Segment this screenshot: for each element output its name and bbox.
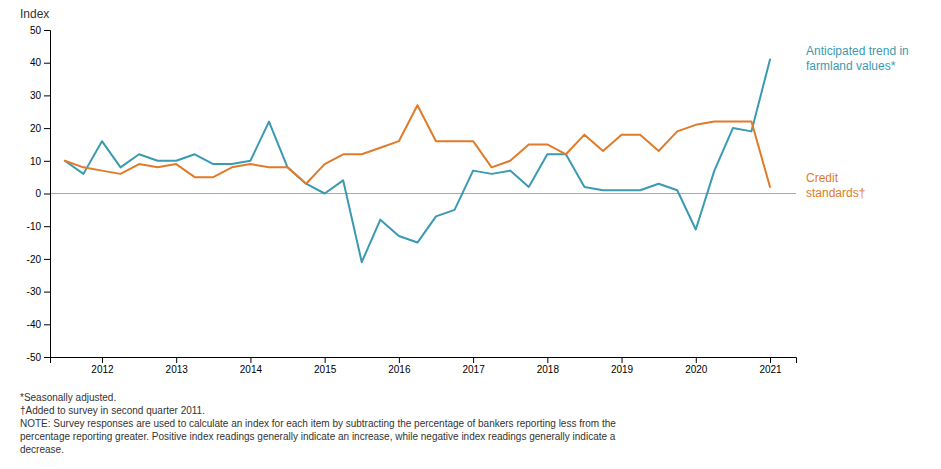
series-line [65, 105, 770, 187]
y-tick-label: 40 [30, 57, 42, 68]
footnote-line: †Added to survey in second quarter 2011. [20, 405, 205, 416]
footnote: †Added to survey in second quarter 2011. [20, 405, 205, 416]
series-label-line: Anticipated trend in [806, 44, 909, 58]
series-label-line: standards† [806, 187, 865, 201]
series-label: Anticipated trend infarmland values* [806, 44, 909, 73]
x-tick-label: 2012 [91, 364, 114, 375]
y-tick-mark [44, 357, 50, 358]
notes: *Seasonally adjusted. †Added to survey in… [20, 392, 616, 455]
y-tick: 50 [30, 25, 50, 36]
y-tick: -10 [27, 221, 50, 232]
footnote: NOTE: Survey responses are used to calcu… [20, 418, 616, 455]
y-tick-label: -20 [27, 254, 42, 265]
x-tick: 2020 [685, 357, 708, 375]
x-tick-mark [176, 357, 177, 363]
plot-area: 2012 2013 2014 2015 2016 2017 2018 2019 2020 2021… [27, 25, 797, 375]
y-tick-label: 30 [30, 90, 42, 101]
x-tick-mark [250, 357, 251, 363]
x-tick-mark [622, 357, 623, 363]
x-tick: 2021 [759, 357, 782, 375]
y-tick: 30 [30, 90, 50, 101]
footnote-line: NOTE: Survey responses are used to calcu… [20, 418, 616, 429]
y-tick-label: -10 [27, 221, 42, 232]
footnote-line: decrease. [20, 444, 64, 455]
x-tick-mark [325, 357, 326, 363]
y-tick-mark [44, 95, 50, 96]
x-tick-mark [696, 357, 697, 363]
y-axis-label: Index [20, 7, 49, 21]
y-tick-label: 10 [30, 156, 42, 167]
footnote-line: *Seasonally adjusted. [20, 392, 116, 403]
zero-line [50, 193, 796, 194]
y-tick-mark [44, 259, 50, 260]
x-axis-line [51, 358, 797, 364]
y-tick-mark [44, 226, 50, 227]
y-axis-line [44, 31, 51, 358]
x-tick: 2018 [537, 357, 560, 375]
x-tick: 2012 [91, 357, 114, 375]
x-tick: 2014 [240, 357, 263, 375]
chart: 2012 2013 2014 2015 2016 2017 2018 2019 2020 2021… [0, 0, 941, 469]
y-tick: 0 [35, 188, 50, 199]
y-tick-mark [44, 63, 50, 64]
y-tick: 40 [30, 57, 50, 68]
y-tick-mark [44, 30, 50, 31]
y-tick-label: 20 [30, 123, 42, 134]
x-tick-label: 2018 [537, 364, 560, 375]
x-tick-label: 2015 [314, 364, 337, 375]
x-tick: 2017 [462, 357, 485, 375]
x-tick-label: 2016 [388, 364, 411, 375]
footnote-line: percentage reporting greater. Positive i… [20, 431, 616, 442]
y-tick-mark [44, 128, 50, 129]
series-line [65, 59, 770, 262]
x-tick-label: 2017 [462, 364, 485, 375]
y-tick-mark [44, 161, 50, 162]
series-labels: Anticipated trend infarmland values* Cred… [806, 44, 909, 201]
x-tick-label: 2020 [685, 364, 708, 375]
footnote: *Seasonally adjusted. [20, 392, 116, 403]
y-tick-label: -50 [27, 352, 42, 363]
lines [65, 59, 770, 262]
y-tick-mark [44, 194, 50, 195]
y-tick: -30 [27, 286, 50, 297]
y-tick: -20 [27, 254, 50, 265]
x-tick: 2016 [388, 357, 411, 375]
x-tick: 2015 [314, 357, 337, 375]
x-tick-label: 2021 [759, 364, 782, 375]
y-tick-mark [44, 324, 50, 325]
series-label-line: farmland values* [806, 59, 896, 73]
x-tick-mark [399, 357, 400, 363]
series-label: Creditstandards† [806, 172, 865, 201]
y-axis: -50 -40 -30 -20 -10 0 10 20 30 40 50 [27, 25, 51, 363]
y-tick-label: 50 [30, 25, 42, 36]
x-tick-label: 2019 [611, 364, 634, 375]
x-tick: 2019 [611, 357, 634, 375]
x-tick-mark [102, 357, 103, 363]
y-tick-mark [44, 292, 50, 293]
x-tick-mark [473, 357, 474, 363]
x-axis: 2012 2013 2014 2015 2016 2017 2018 2019 2020 2021 [51, 357, 797, 375]
x-tick-label: 2013 [166, 364, 189, 375]
y-tick-label: -30 [27, 286, 42, 297]
y-tick: 20 [30, 123, 50, 134]
x-tick-mark [770, 357, 771, 363]
y-tick: 10 [30, 156, 50, 167]
x-tick: 2013 [166, 357, 189, 375]
y-tick-label: 0 [35, 188, 41, 199]
y-tick-label: -40 [27, 319, 42, 330]
y-tick: -40 [27, 319, 50, 330]
x-tick-label: 2014 [240, 364, 263, 375]
x-tick-mark [547, 357, 548, 363]
y-tick: -50 [27, 352, 50, 363]
series-label-line: Credit [806, 172, 839, 186]
